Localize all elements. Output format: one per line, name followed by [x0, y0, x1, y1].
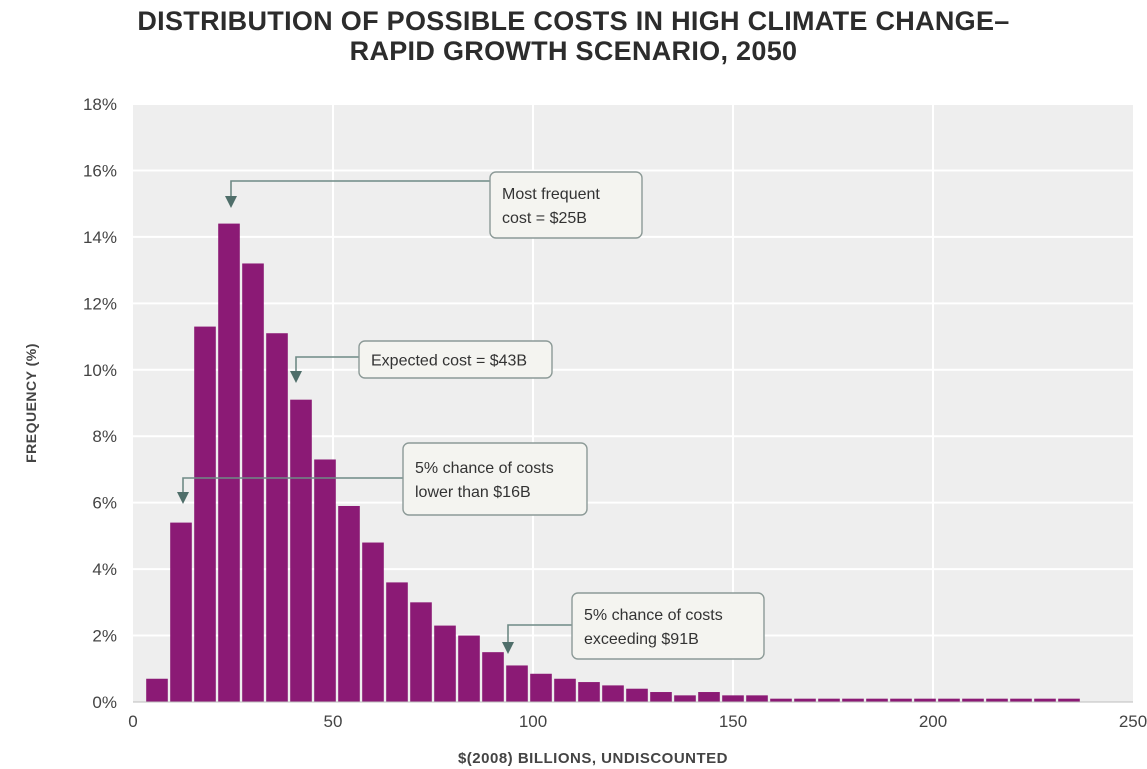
bar	[146, 678, 168, 702]
bar	[266, 333, 288, 702]
annotation-text: Expected cost = $43B	[371, 353, 527, 370]
bar	[170, 522, 192, 702]
bar	[434, 625, 456, 702]
bar	[578, 682, 600, 702]
x-tick-label: 100	[519, 712, 547, 731]
y-tick-label: 2%	[92, 627, 117, 646]
bar	[818, 698, 840, 702]
bar	[890, 698, 912, 702]
bar	[410, 602, 432, 702]
bar	[914, 698, 936, 702]
bar	[1010, 698, 1032, 702]
bar	[242, 263, 264, 702]
bar	[338, 505, 360, 702]
annotation-arrowhead	[290, 371, 302, 383]
bar	[530, 673, 552, 702]
bar	[362, 542, 384, 702]
annotation-arrowhead	[225, 196, 237, 208]
bar	[698, 692, 720, 702]
annotation-arrowhead	[177, 492, 189, 504]
annotation-text: Most frequent	[502, 186, 600, 203]
annotation-arrowhead	[502, 642, 514, 654]
x-tick-label: 0	[128, 712, 137, 731]
bar	[866, 698, 888, 702]
x-tick-label: 150	[719, 712, 747, 731]
bar	[602, 685, 624, 702]
annotation-text: cost = $25B	[502, 210, 587, 227]
bar	[842, 698, 864, 702]
annotation-text: lower than $16B	[415, 484, 531, 501]
bar	[290, 399, 312, 702]
y-tick-label: 12%	[83, 294, 117, 313]
annotation-text: 5% chance of costs	[415, 460, 554, 477]
bar	[722, 695, 744, 702]
bar	[482, 652, 504, 702]
x-axis-label: $(2008) BILLIONS, UNDISCOUNTED	[458, 750, 728, 767]
bar	[554, 678, 576, 702]
annotation-box	[358, 340, 553, 379]
y-tick-label: 16%	[83, 161, 117, 180]
annotation-box	[489, 171, 643, 239]
annotation-text: exceeding $91B	[584, 631, 699, 648]
y-tick-label: 10%	[83, 361, 117, 380]
y-tick-label: 8%	[92, 427, 117, 446]
bar	[746, 695, 768, 702]
bar	[674, 695, 696, 702]
chart-title-line-1: DISTRIBUTION OF POSSIBLE COSTS IN HIGH C…	[137, 6, 1010, 36]
bar	[386, 582, 408, 702]
y-tick-label: 0%	[92, 693, 117, 712]
bar	[650, 692, 672, 702]
x-tick-label: 50	[324, 712, 343, 731]
y-tick-label: 6%	[92, 494, 117, 513]
bar	[626, 688, 648, 702]
bar	[794, 698, 816, 702]
bar	[314, 459, 336, 702]
bar	[218, 223, 240, 702]
annotation-box	[571, 592, 765, 660]
annotation-box	[402, 442, 588, 516]
y-tick-label: 4%	[92, 560, 117, 579]
y-tick-label: 18%	[83, 95, 117, 114]
x-tick-label: 250	[1119, 712, 1147, 731]
bar	[458, 635, 480, 702]
x-tick-label: 200	[919, 712, 947, 731]
bar	[1034, 698, 1056, 702]
annotation-text: 5% chance of costs	[584, 607, 723, 624]
bar	[938, 698, 960, 702]
bar	[1058, 698, 1080, 702]
bar	[962, 698, 984, 702]
bar	[194, 326, 216, 702]
chart-title-line-2: RAPID GROWTH SCENARIO, 2050	[349, 36, 798, 66]
y-tick-label: 14%	[83, 228, 117, 247]
bar	[986, 698, 1008, 702]
y-axis-label: FREQUENCY (%)	[23, 343, 39, 463]
bar	[770, 698, 792, 702]
bar	[506, 665, 528, 702]
